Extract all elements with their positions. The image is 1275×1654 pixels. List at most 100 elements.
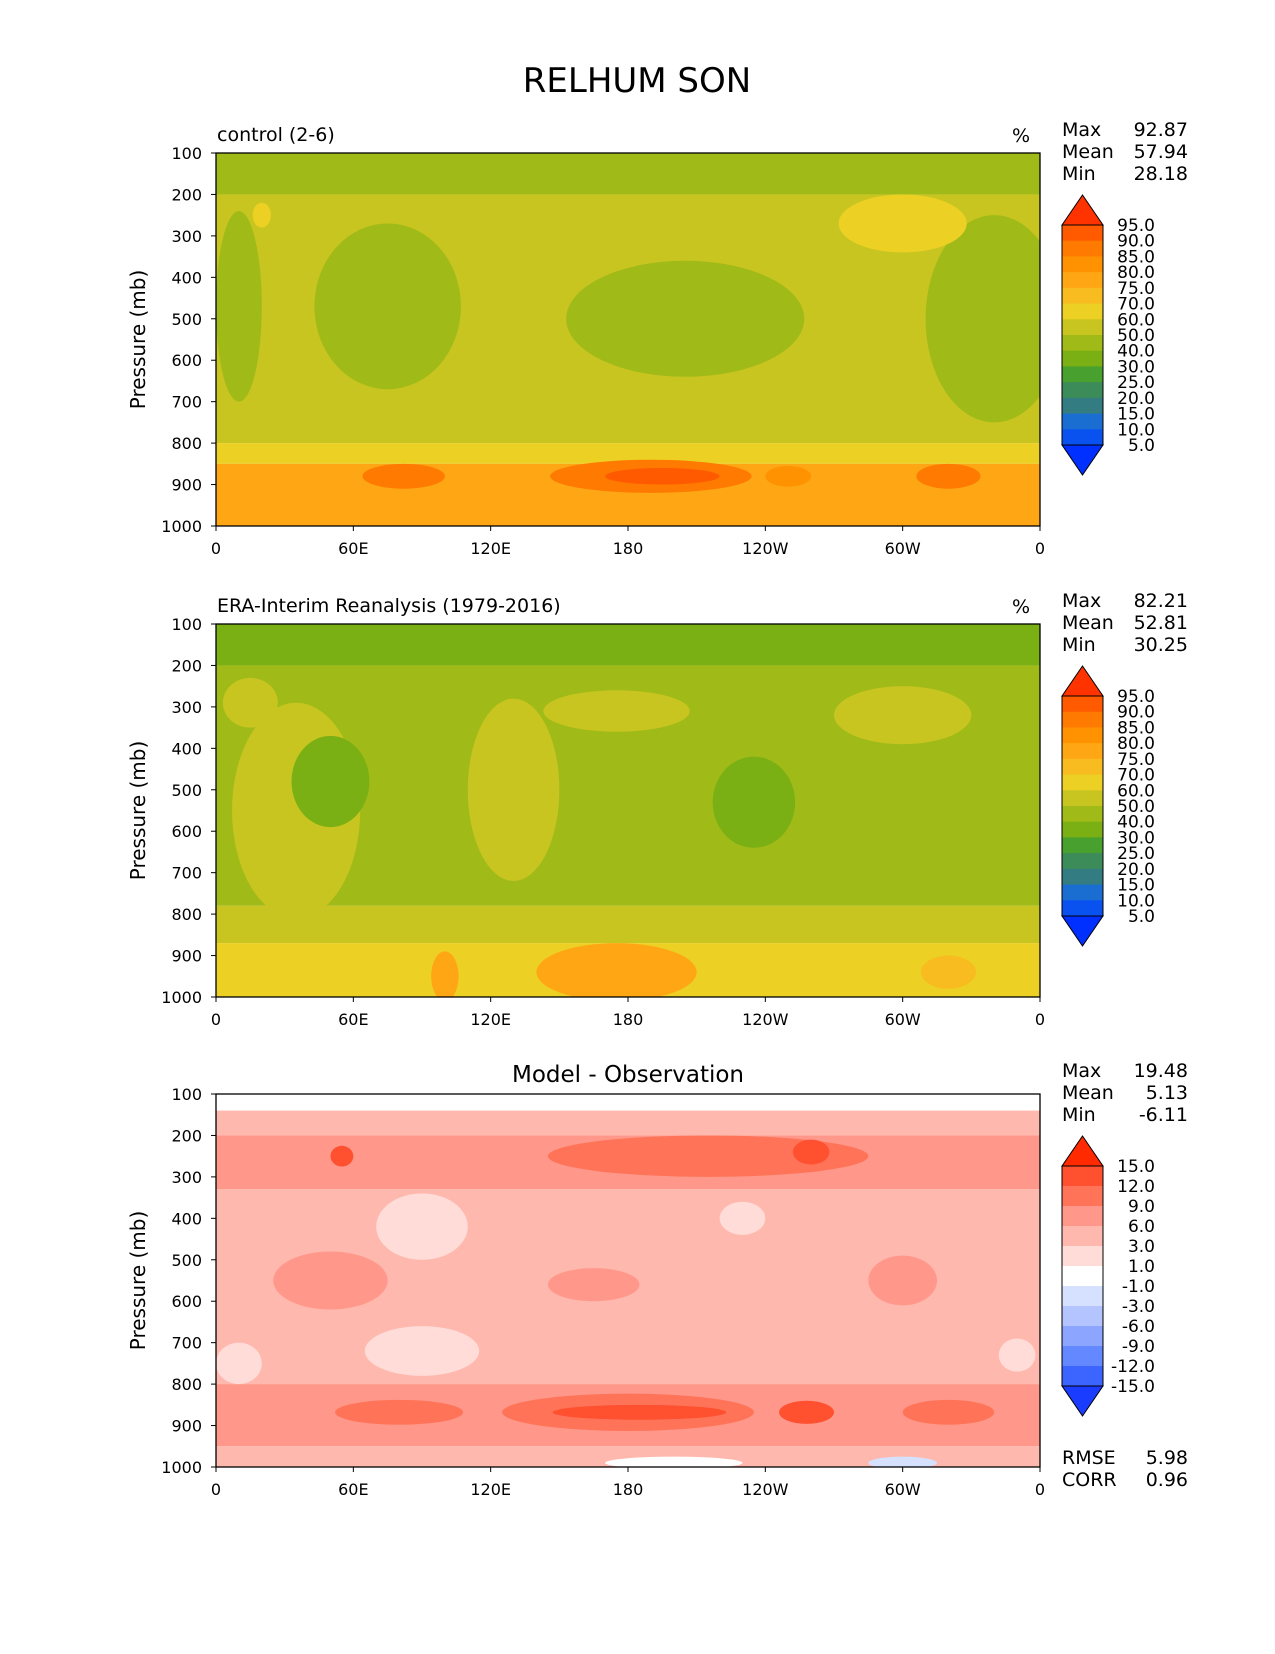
contour-region-8 bbox=[605, 467, 720, 485]
contour-region-17 bbox=[605, 1456, 743, 1467]
colorbar-segment bbox=[1062, 366, 1103, 383]
contour-region-3 bbox=[335, 1399, 464, 1425]
contour-region-6 bbox=[547, 1135, 869, 1177]
colorbar-level: 60.0 bbox=[1117, 781, 1155, 801]
colorbar-level: 25.0 bbox=[1117, 844, 1155, 864]
stat-label: Mean bbox=[1062, 141, 1114, 163]
x-tick-label: 60W bbox=[885, 1480, 921, 1499]
y-tick-label: 800 bbox=[171, 1375, 202, 1394]
colorbar-segment bbox=[1061, 915, 1104, 947]
y-tick-label: 600 bbox=[171, 351, 202, 370]
colorbar-segment bbox=[1062, 1166, 1103, 1187]
y-tick-label: 1000 bbox=[161, 988, 202, 1007]
x-tick-label: 60E bbox=[338, 1010, 368, 1029]
colorbar-segment bbox=[1062, 758, 1103, 776]
y-tick-label: 800 bbox=[171, 905, 202, 924]
x-tick-label: 0 bbox=[211, 1010, 221, 1029]
stat-value: 19.48 bbox=[1134, 1060, 1188, 1082]
colorbar-segment bbox=[1062, 1186, 1103, 1207]
contour-region-10 bbox=[273, 1251, 388, 1310]
contour-region-12 bbox=[547, 1268, 640, 1302]
x-tick-label: 120W bbox=[742, 539, 789, 558]
stat-value: 5.98 bbox=[1146, 1447, 1188, 1469]
contour-region-7 bbox=[712, 756, 796, 848]
colorbar-level: 12.0 bbox=[1117, 1177, 1155, 1197]
colorbar-level: 50.0 bbox=[1117, 326, 1155, 346]
colorbar-level: -3.0 bbox=[1122, 1297, 1155, 1317]
figure-title: RELHUM SON bbox=[523, 61, 751, 101]
y-axis-label: Pressure (mb) bbox=[126, 1211, 150, 1351]
colorbar-level: 75.0 bbox=[1117, 279, 1155, 299]
colorbar-segment bbox=[1062, 1306, 1103, 1327]
contour-band-2 bbox=[216, 1110, 1040, 1136]
y-tick-label: 100 bbox=[171, 144, 202, 163]
panel-1: control (2-6) % 100 200 300 400 500 600 700 800 90… bbox=[126, 119, 1188, 558]
stat-value: 28.18 bbox=[1134, 163, 1188, 185]
colorbar-level: 85.0 bbox=[1117, 247, 1155, 267]
colorbar-segment bbox=[1062, 711, 1103, 728]
panel-title: Model - Observation bbox=[512, 1062, 744, 1088]
colorbar-level: 30.0 bbox=[1117, 828, 1155, 848]
stat-label: Mean bbox=[1062, 612, 1114, 634]
colorbar-segment bbox=[1062, 272, 1103, 289]
colorbar-level: 15.0 bbox=[1117, 405, 1155, 425]
colorbar-level: 40.0 bbox=[1117, 813, 1155, 833]
stat-value: 57.94 bbox=[1134, 141, 1188, 163]
contour-region-2 bbox=[467, 698, 560, 881]
colorbar-level: 1.0 bbox=[1128, 1257, 1155, 1277]
colorbar-segment bbox=[1062, 884, 1103, 901]
contour-band-1 bbox=[216, 624, 1040, 666]
contour-region-8 bbox=[330, 1145, 354, 1167]
contour-field bbox=[216, 1094, 1040, 1467]
contour-band-6 bbox=[216, 1446, 1040, 1467]
colorbar-segment bbox=[1062, 696, 1103, 713]
x-tick-label: 180 bbox=[613, 539, 644, 558]
contour-region-6 bbox=[291, 735, 370, 828]
colorbar-level: 3.0 bbox=[1128, 1237, 1155, 1257]
x-tick-label: 120W bbox=[742, 1480, 789, 1499]
y-tick-label: 400 bbox=[171, 739, 202, 758]
colorbar-level: 20.0 bbox=[1117, 389, 1155, 409]
colorbar-frame bbox=[1061, 1165, 1104, 1387]
contour-band-3 bbox=[216, 905, 1040, 944]
colorbar-level: 80.0 bbox=[1117, 263, 1155, 283]
stat-label: CORR bbox=[1062, 1469, 1117, 1491]
contour-region-11 bbox=[765, 465, 812, 487]
colorbar-segment bbox=[1062, 1346, 1103, 1367]
colorbar-segment bbox=[1062, 287, 1103, 305]
y-tick-label: 900 bbox=[171, 1417, 202, 1436]
stat-label: Max bbox=[1062, 119, 1101, 141]
colorbar-level: 6.0 bbox=[1128, 1217, 1155, 1237]
contour-field bbox=[216, 153, 1040, 526]
stat-value: 92.87 bbox=[1134, 119, 1188, 141]
colorbar-segment bbox=[1062, 382, 1103, 399]
colorbar-segment bbox=[1062, 1286, 1103, 1307]
stat-label: Max bbox=[1062, 590, 1101, 612]
x-tick-label: 120E bbox=[470, 1010, 511, 1029]
y-tick-label: 400 bbox=[171, 1209, 202, 1228]
contour-region-5 bbox=[838, 194, 967, 253]
colorbar-level: -1.0 bbox=[1122, 1277, 1155, 1297]
colorbar-level: 90.0 bbox=[1117, 703, 1155, 723]
colorbar-level: 10.0 bbox=[1117, 891, 1155, 911]
colorbar-segment bbox=[1061, 194, 1104, 226]
y-tick-label: 300 bbox=[171, 227, 202, 246]
y-tick-label: 1000 bbox=[161, 1458, 202, 1477]
stat-label: Mean bbox=[1062, 1082, 1114, 1104]
contour-region-9 bbox=[431, 951, 459, 997]
colorbar-segment bbox=[1062, 397, 1103, 415]
colorbar-segment bbox=[1062, 319, 1103, 336]
colorbar-segment bbox=[1062, 790, 1103, 807]
x-tick-label: 0 bbox=[1035, 1010, 1045, 1029]
contour-region-3 bbox=[925, 215, 1040, 423]
colorbar-level: 5.0 bbox=[1128, 436, 1155, 456]
colorbar-frame bbox=[1061, 224, 1104, 446]
colorbar-level: 5.0 bbox=[1128, 907, 1155, 927]
colorbar-level: -6.0 bbox=[1122, 1317, 1155, 1337]
x-tick-label: 120E bbox=[470, 539, 511, 558]
colorbar-segment bbox=[1061, 665, 1104, 697]
stat-label: Min bbox=[1062, 634, 1096, 656]
stat-label: Min bbox=[1062, 1104, 1096, 1126]
y-tick-label: 900 bbox=[171, 947, 202, 966]
